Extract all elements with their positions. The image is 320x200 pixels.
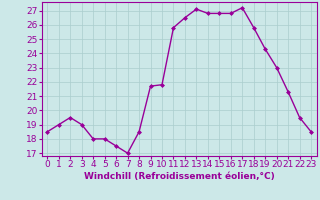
X-axis label: Windchill (Refroidissement éolien,°C): Windchill (Refroidissement éolien,°C) <box>84 172 275 181</box>
